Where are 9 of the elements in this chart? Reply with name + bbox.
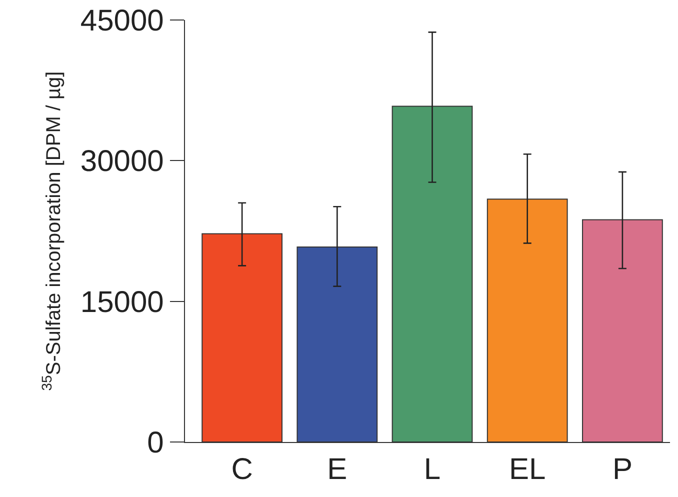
y-tick-label: 0 — [147, 426, 164, 460]
x-tick-label: EL — [509, 453, 546, 486]
x-tick-label: C — [231, 453, 253, 486]
y-tick-label: 45000 — [80, 4, 164, 38]
y-tick-label: 30000 — [80, 145, 164, 178]
x-tick-label: E — [327, 453, 348, 486]
x-tick-label: P — [612, 453, 632, 486]
y-tick-label: 15000 — [80, 286, 164, 319]
x-tick-label: L — [424, 453, 441, 486]
